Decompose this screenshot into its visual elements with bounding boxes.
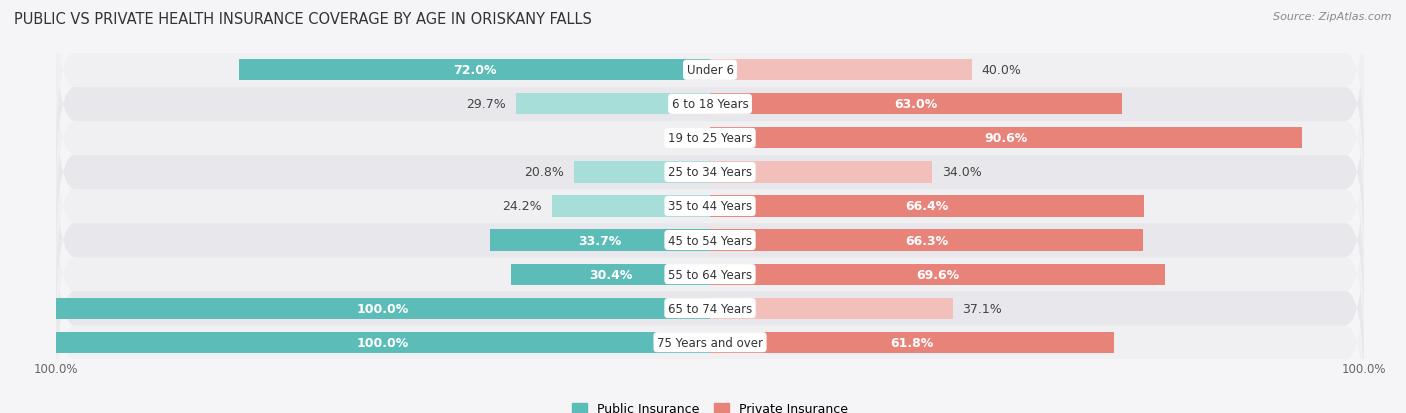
FancyBboxPatch shape [56, 258, 1364, 413]
Text: 37.1%: 37.1% [962, 302, 1002, 315]
FancyBboxPatch shape [56, 156, 1364, 325]
Bar [516, 94, 710, 115]
Text: 69.6%: 69.6% [915, 268, 959, 281]
Bar [489, 230, 710, 251]
Text: 45 to 54 Years: 45 to 54 Years [668, 234, 752, 247]
Text: 35 to 44 Years: 35 to 44 Years [668, 200, 752, 213]
Bar [710, 298, 953, 319]
FancyBboxPatch shape [56, 190, 1364, 359]
Text: Under 6: Under 6 [686, 64, 734, 77]
FancyBboxPatch shape [56, 54, 1364, 223]
Bar [710, 332, 1114, 353]
FancyBboxPatch shape [56, 224, 1364, 393]
Text: PUBLIC VS PRIVATE HEALTH INSURANCE COVERAGE BY AGE IN ORISKANY FALLS: PUBLIC VS PRIVATE HEALTH INSURANCE COVER… [14, 12, 592, 27]
Bar [710, 196, 1144, 217]
Text: 72.0%: 72.0% [453, 64, 496, 77]
Bar [710, 162, 932, 183]
Bar [710, 60, 972, 81]
Bar [239, 60, 710, 81]
Text: 25 to 34 Years: 25 to 34 Years [668, 166, 752, 179]
Bar [551, 196, 710, 217]
Text: 19 to 25 Years: 19 to 25 Years [668, 132, 752, 145]
Text: Source: ZipAtlas.com: Source: ZipAtlas.com [1274, 12, 1392, 22]
Bar [710, 128, 1302, 149]
Text: 24.2%: 24.2% [502, 200, 541, 213]
Text: 66.3%: 66.3% [905, 234, 948, 247]
Text: 34.0%: 34.0% [942, 166, 981, 179]
Text: 6 to 18 Years: 6 to 18 Years [672, 98, 748, 111]
FancyBboxPatch shape [56, 88, 1364, 257]
Bar [574, 162, 710, 183]
Text: 0.0%: 0.0% [668, 132, 700, 145]
Bar [512, 264, 710, 285]
FancyBboxPatch shape [56, 20, 1364, 189]
Text: 30.4%: 30.4% [589, 268, 633, 281]
Text: 90.6%: 90.6% [984, 132, 1028, 145]
Text: 20.8%: 20.8% [524, 166, 564, 179]
Text: 100.0%: 100.0% [357, 302, 409, 315]
Bar [56, 298, 710, 319]
Text: 100.0%: 100.0% [357, 336, 409, 349]
Bar [710, 94, 1122, 115]
Text: 55 to 64 Years: 55 to 64 Years [668, 268, 752, 281]
Text: 75 Years and over: 75 Years and over [657, 336, 763, 349]
Text: 61.8%: 61.8% [890, 336, 934, 349]
FancyBboxPatch shape [56, 122, 1364, 291]
Bar [710, 264, 1166, 285]
Text: 65 to 74 Years: 65 to 74 Years [668, 302, 752, 315]
Legend: Public Insurance, Private Insurance: Public Insurance, Private Insurance [567, 397, 853, 413]
Text: 63.0%: 63.0% [894, 98, 938, 111]
Text: 29.7%: 29.7% [467, 98, 506, 111]
Bar [710, 230, 1143, 251]
Text: 33.7%: 33.7% [578, 234, 621, 247]
Text: 66.4%: 66.4% [905, 200, 949, 213]
FancyBboxPatch shape [56, 0, 1364, 155]
Text: 40.0%: 40.0% [981, 64, 1021, 77]
Bar [56, 332, 710, 353]
